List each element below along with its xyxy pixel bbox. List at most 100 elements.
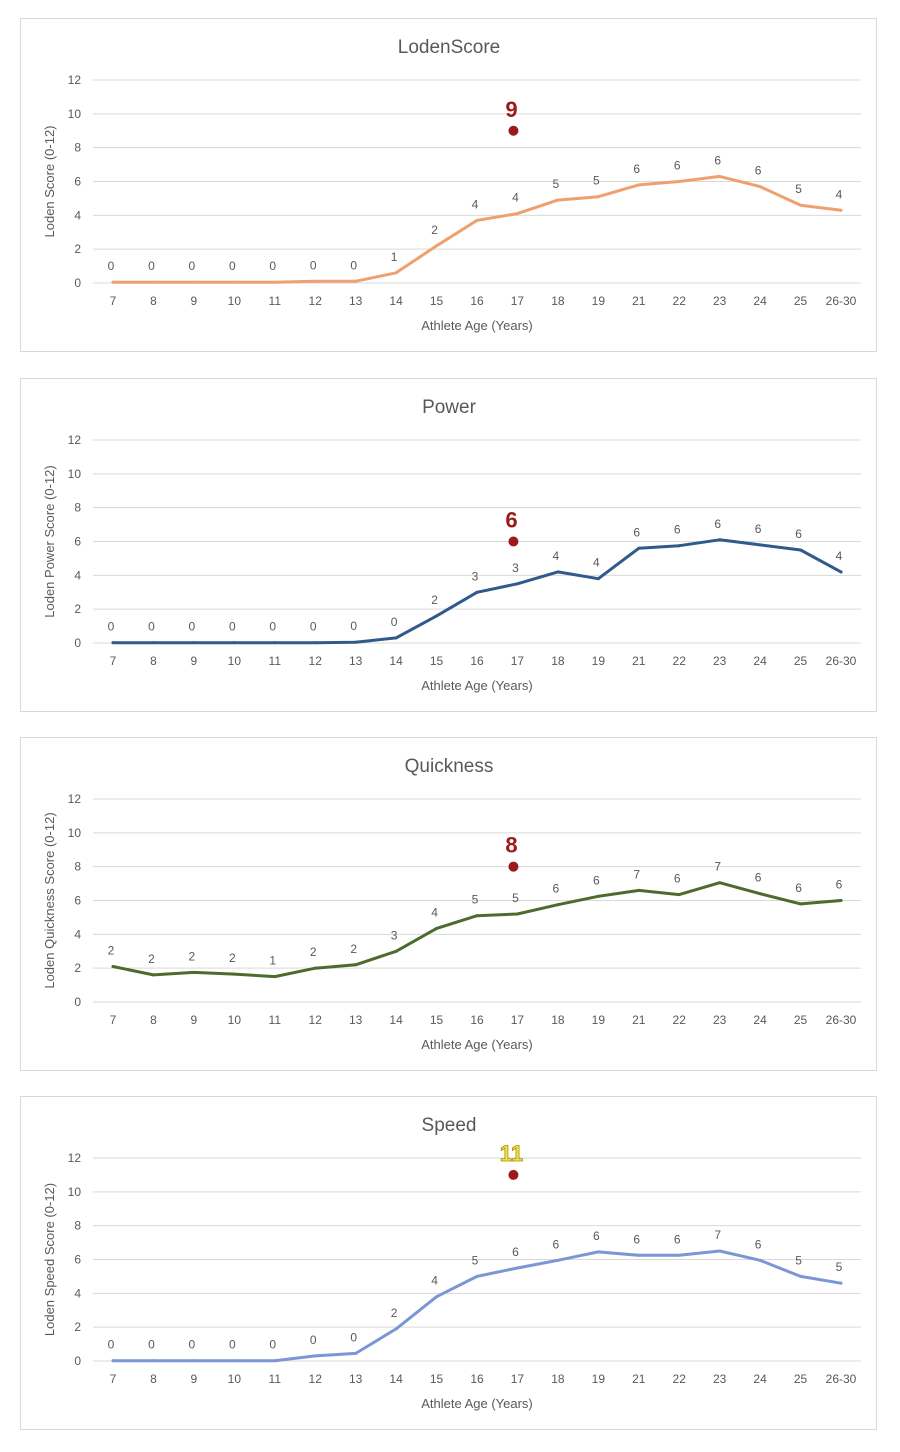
power-x-tick-label: 23 (713, 654, 727, 668)
speed-y-tick-label: 6 (74, 1253, 81, 1267)
speed-data-label: 0 (350, 1330, 357, 1344)
lodenscore-x-axis-title: Athlete Age (Years) (421, 318, 533, 333)
speed-data-label: 4 (431, 1274, 438, 1288)
speed-y-tick-label: 4 (74, 1286, 81, 1300)
speed-x-tick-label: 14 (389, 1372, 403, 1386)
power-data-point (435, 614, 439, 618)
lodenscore-data-point (273, 280, 277, 284)
power-annotation-dot (508, 536, 519, 547)
quickness-data-label: 6 (795, 881, 802, 895)
quickness-data-label: 1 (269, 954, 276, 968)
power-x-tick-label: 19 (592, 654, 606, 668)
quickness-data-label: 2 (229, 951, 236, 965)
speed-data-label: 6 (755, 1237, 762, 1251)
quickness-data-point (758, 892, 762, 896)
power-y-axis-title: Loden Power Score (0-12) (42, 465, 57, 617)
speed-data-label: 5 (836, 1260, 843, 1274)
quickness-x-tick-label: 22 (673, 1013, 687, 1027)
speed-x-tick-label: 10 (228, 1372, 242, 1386)
speed-x-axis-title: Athlete Age (Years) (421, 1396, 533, 1411)
speed-y-tick-label: 0 (74, 1354, 81, 1368)
speed-data-label: 0 (108, 1338, 115, 1352)
speed-data-point (758, 1258, 762, 1262)
speed-data-label: 0 (229, 1338, 236, 1352)
quickness-data-point (839, 899, 843, 902)
lodenscore-data-label: 0 (148, 259, 155, 273)
quickness-data-point (111, 964, 115, 968)
speed-data-point (354, 1351, 358, 1355)
speed-data-label: 6 (553, 1237, 560, 1251)
lodenscore-data-label: 6 (755, 164, 762, 178)
power-x-tick-label: 22 (673, 654, 687, 668)
lodenscore-data-label: 0 (269, 259, 276, 273)
quickness-y-axis-title: Loden Quickness Score (0-12) (42, 812, 57, 988)
lodenscore-x-tick-label: 13 (349, 294, 363, 308)
lodenscore-data-point (718, 174, 722, 178)
quickness-data-label: 4 (431, 905, 438, 919)
speed-data-point (839, 1281, 843, 1285)
lodenscore-data-label: 4 (472, 197, 479, 211)
speed-x-tick-label: 17 (511, 1372, 525, 1386)
speed-y-tick-label: 10 (68, 1185, 82, 1199)
lodenscore-data-label: 6 (714, 153, 721, 167)
lodenscore-x-tick-label: 14 (389, 294, 403, 308)
quickness-data-point (435, 926, 439, 930)
quickness-data-point (637, 888, 641, 892)
lodenscore-y-tick-label: 0 (74, 276, 81, 290)
speed-x-tick-label: 11 (269, 1372, 282, 1386)
power-data-point (677, 544, 681, 548)
lodenscore-x-tick-label: 26-30 (826, 294, 857, 308)
quickness-data-label: 2 (310, 945, 317, 959)
quickness-data-point (799, 902, 803, 906)
power-data-label: 3 (472, 569, 479, 583)
speed-x-tick-label: 22 (673, 1372, 687, 1386)
quickness-data-point (273, 975, 277, 979)
quickness-x-tick-label: 10 (228, 1013, 242, 1027)
power-data-label: 6 (633, 525, 640, 539)
quickness-x-tick-label: 11 (269, 1013, 282, 1027)
speed-data-point (799, 1274, 803, 1278)
power-data-point (111, 641, 115, 645)
quickness-data-label: 2 (148, 952, 155, 966)
power-x-tick-label: 25 (794, 654, 808, 668)
quickness-data-label: 7 (714, 860, 721, 874)
quickness-data-label: 7 (633, 867, 640, 881)
lodenscore-data-point (799, 203, 803, 207)
speed-data-label: 0 (269, 1338, 276, 1352)
power-data-label: 0 (189, 620, 196, 634)
speed-data-point (232, 1359, 236, 1363)
speed-x-tick-label: 15 (430, 1372, 444, 1386)
chart-panel-speed: Speed 0 2 4 6 8 10 12 7 8 9 10 11 12 13 14 15 16 17 18 19 21 2… (20, 1096, 877, 1430)
power-data-label: 4 (836, 549, 843, 563)
power-y-tick-label: 0 (74, 636, 81, 650)
lodenscore-data-point (111, 280, 115, 284)
speed-data-point (718, 1249, 722, 1253)
speed-data-label: 6 (512, 1245, 519, 1259)
power-x-tick-label: 24 (753, 654, 767, 668)
power-data-point (475, 590, 479, 594)
quickness-x-axis-title: Athlete Age (Years) (421, 1037, 533, 1052)
lodenscore-data-label: 0 (108, 259, 115, 273)
lodenscore-data-label: 1 (391, 250, 398, 264)
speed-data-point (394, 1327, 398, 1331)
lodenscore-data-point (394, 271, 398, 275)
quickness-y-tick-label: 2 (74, 961, 81, 975)
power-x-tick-label: 14 (389, 654, 403, 668)
quickness-data-point (151, 973, 155, 977)
quickness-x-tick-label: 18 (551, 1013, 565, 1027)
speed-data-label: 6 (674, 1232, 681, 1246)
speed-y-tick-label: 12 (68, 1151, 82, 1165)
lodenscore-data-point (677, 180, 681, 183)
speed-data-label: 5 (472, 1253, 479, 1267)
lodenscore-data-label: 5 (795, 182, 802, 196)
speed-y-axis-title: Loden Speed Score (0-12) (42, 1183, 57, 1336)
power-data-label: 2 (431, 593, 438, 607)
speed-data-label: 2 (391, 1306, 398, 1320)
power-data-label: 0 (391, 615, 398, 629)
quickness-data-label: 6 (593, 873, 600, 887)
lodenscore-data-point (313, 279, 317, 283)
lodenscore-data-label: 0 (310, 258, 317, 272)
power-x-tick-label: 9 (191, 654, 198, 668)
